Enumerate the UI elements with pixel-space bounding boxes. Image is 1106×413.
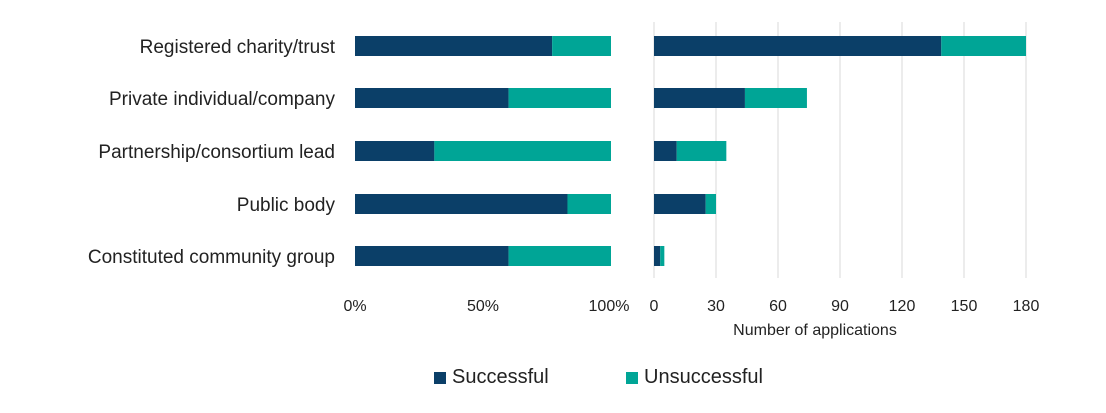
pct-tick-label: 50% xyxy=(467,298,499,315)
category-label-private-individual-company: Private individual/company xyxy=(109,89,336,110)
pct-tick-label: 0% xyxy=(343,298,366,315)
category-label-registered-charity-trust: Registered charity/trust xyxy=(140,37,336,58)
pct-tick-label: 100% xyxy=(589,298,630,315)
pct-bar-successful-constituted-community-group xyxy=(355,246,509,266)
category-label-partnership-consortium-lead: Partnership/consortium lead xyxy=(98,142,335,163)
pct-bar-unsuccessful-registered-charity-trust xyxy=(552,36,611,56)
legend-swatch-successful xyxy=(434,371,446,384)
count-bar-successful-private-individual-company xyxy=(654,88,745,108)
pct-bar-unsuccessful-constituted-community-group xyxy=(508,246,611,266)
count-bar-unsuccessful-private-individual-company xyxy=(744,88,807,108)
pct-bar-successful-partnership-consortium-lead xyxy=(355,141,435,161)
pct-bar-unsuccessful-partnership-consortium-lead xyxy=(434,141,611,161)
bar-charts: Registered charity/trust Private individu… xyxy=(88,22,1040,339)
count-bar-unsuccessful-partnership-consortium-lead xyxy=(676,141,727,161)
legend-label-unsuccessful: Unsuccessful xyxy=(644,366,763,388)
pct-bar-unsuccessful-public-body xyxy=(567,194,611,214)
pct-bar-successful-public-body xyxy=(355,194,568,214)
count-tick-label: 60 xyxy=(769,298,787,315)
count-tick-label: 0 xyxy=(650,298,659,315)
category-label-public-body: Public body xyxy=(237,195,336,216)
pct-bar-successful-private-individual-company xyxy=(355,88,509,108)
count-tick-label: 180 xyxy=(1013,298,1040,315)
legend-label-successful: Successful xyxy=(452,366,549,388)
count-bar-successful-registered-charity-trust xyxy=(654,36,942,56)
legend-item-successful: Successful xyxy=(434,366,549,389)
x-axis-title: Number of applications xyxy=(733,322,897,339)
legend-item-unsuccessful: Unsuccessful xyxy=(626,366,763,389)
count-bar-unsuccessful-registered-charity-trust xyxy=(941,36,1026,56)
pct-bar-unsuccessful-private-individual-company xyxy=(508,88,611,108)
count-bar-successful-public-body xyxy=(654,194,706,214)
count-tick-label: 150 xyxy=(951,298,978,315)
legend-swatch-unsuccessful xyxy=(626,371,638,384)
count-tick-label: 30 xyxy=(707,298,725,315)
count-bar-unsuccessful-public-body xyxy=(705,194,716,214)
count-bar-successful-constituted-community-group xyxy=(654,246,661,266)
legend: Successful Unsuccessful xyxy=(0,366,1106,396)
count-tick-label: 120 xyxy=(889,298,916,315)
category-label-constituted-community-group: Constituted community group xyxy=(88,247,335,268)
count-bar-unsuccessful-constituted-community-group xyxy=(660,246,665,266)
pct-bar-successful-registered-charity-trust xyxy=(355,36,553,56)
count-bar-successful-partnership-consortium-lead xyxy=(654,141,677,161)
count-tick-label: 90 xyxy=(831,298,849,315)
